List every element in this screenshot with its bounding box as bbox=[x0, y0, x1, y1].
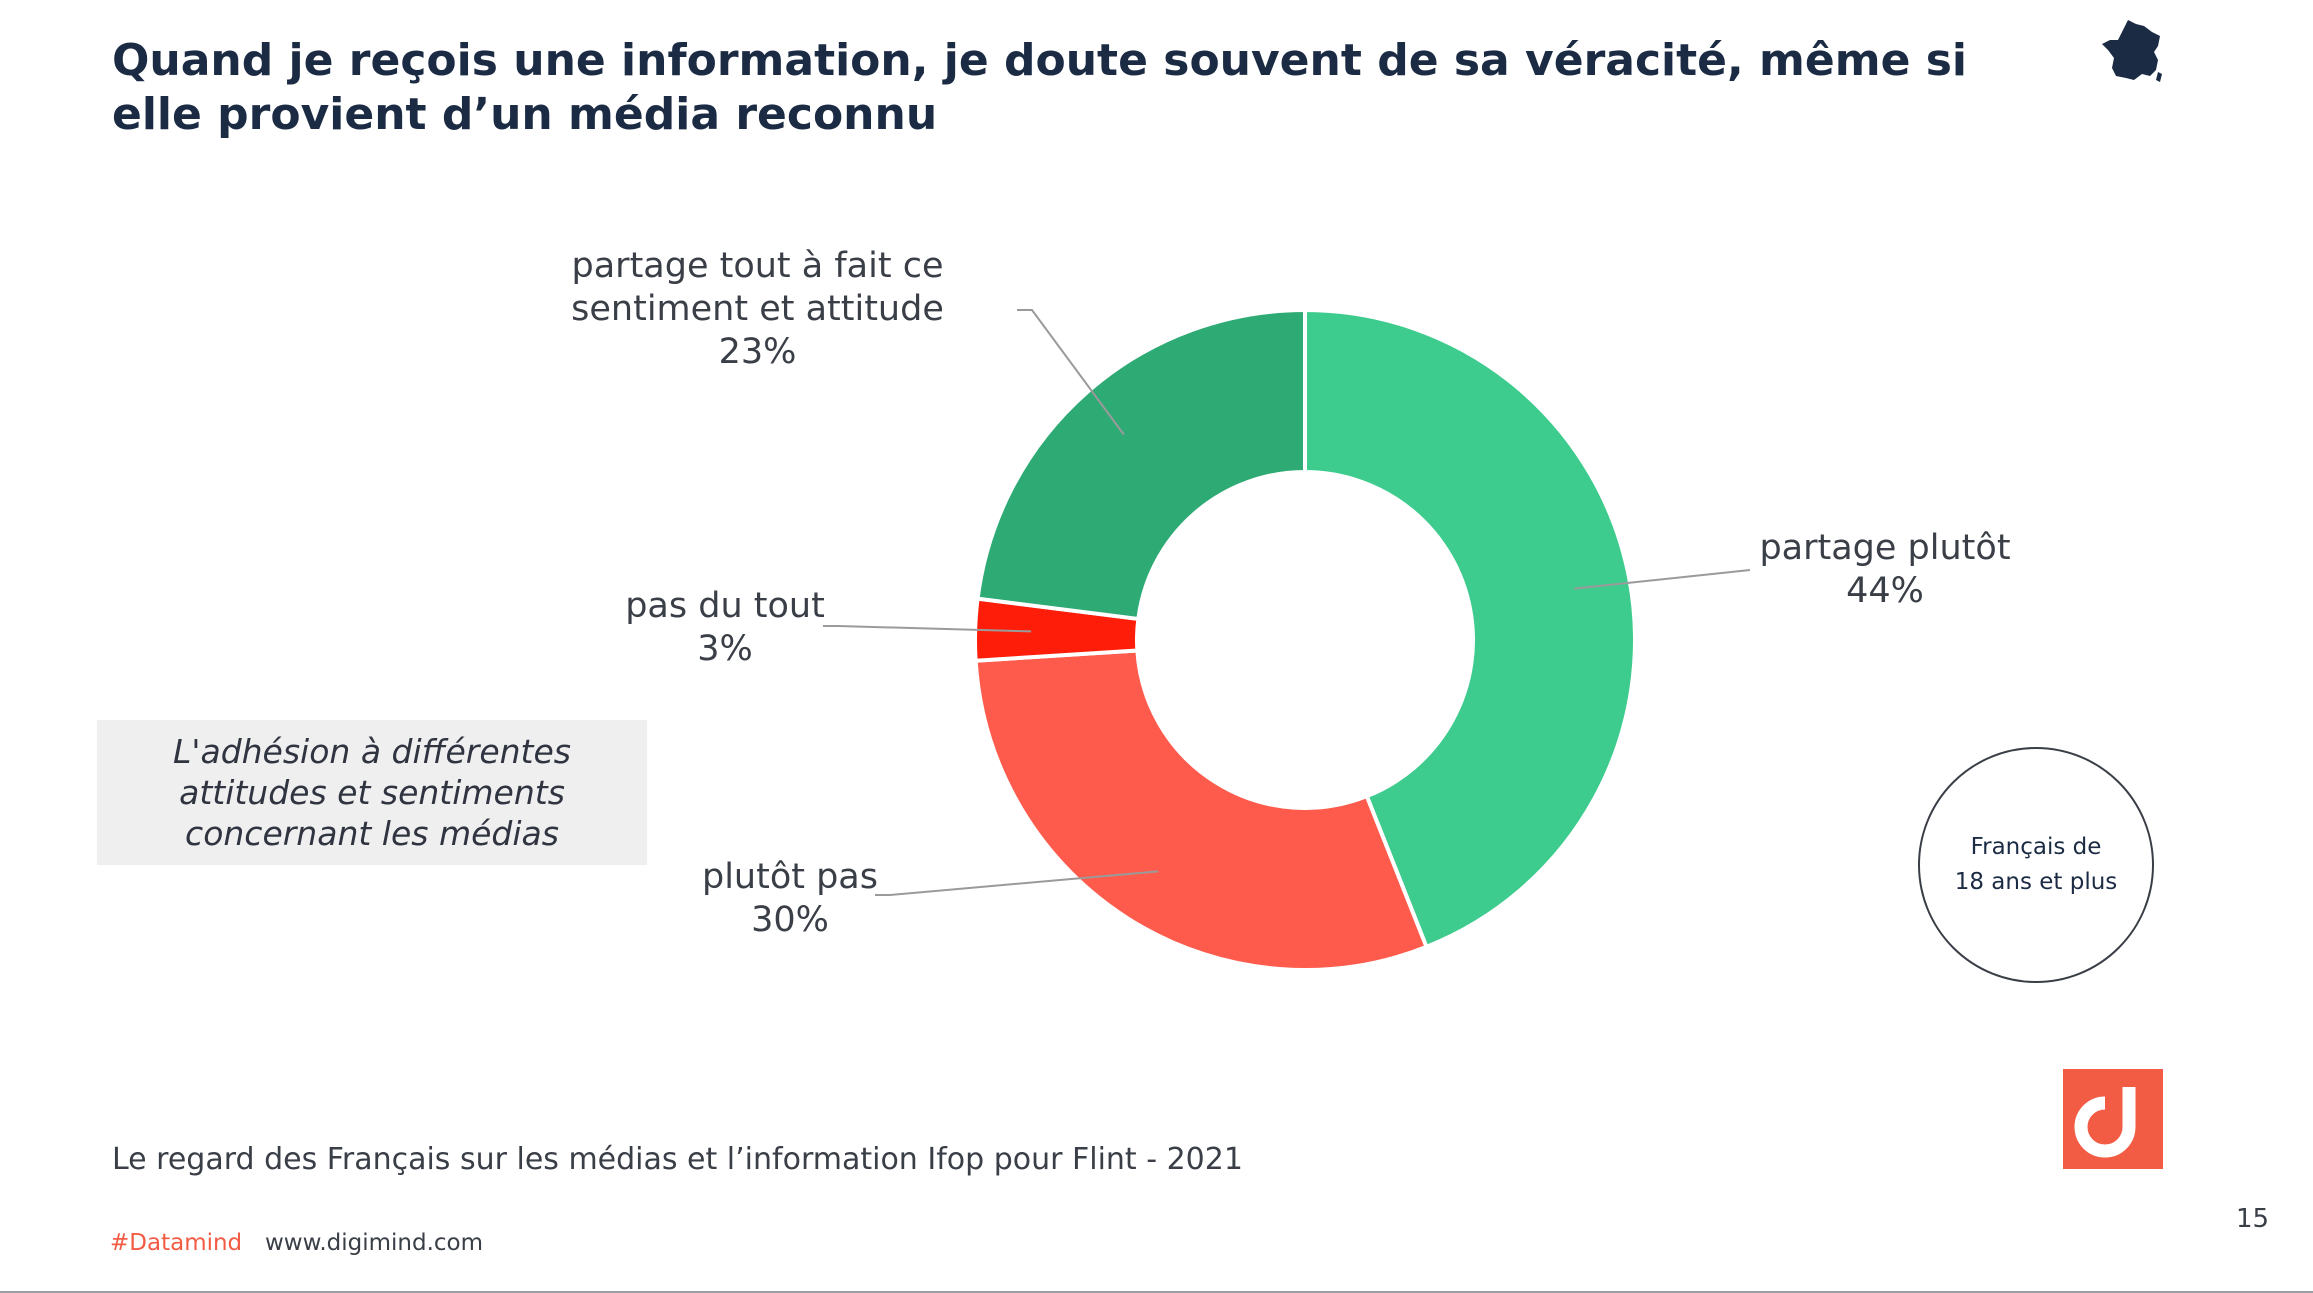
population-line-1: Français de bbox=[1970, 834, 2102, 860]
leader-line bbox=[823, 625, 1032, 633]
label-partage-tout-a-fait: partage tout à fait ce sentiment et atti… bbox=[540, 245, 975, 374]
slice-partage-plutot bbox=[1303, 307, 1637, 950]
page-number: 15 bbox=[2236, 1204, 2270, 1234]
website-link[interactable]: www.digimind.com bbox=[265, 1230, 484, 1256]
label-partage-plutot: partage plutôt 44% bbox=[1730, 527, 2040, 613]
label-pas-du-tout: pas du tout 3% bbox=[600, 585, 850, 671]
hashtag-link[interactable]: #Datamind bbox=[110, 1230, 243, 1256]
slice-partage-tout-a-fait bbox=[975, 307, 1307, 622]
slice-label-text: partage tout à fait ce sentiment et atti… bbox=[571, 246, 944, 329]
slice-value-text: 44% bbox=[1846, 571, 1924, 611]
population-line-2: 18 ans et plus bbox=[1954, 869, 2118, 895]
label-plutot-pas: plutôt pas 30% bbox=[660, 856, 920, 942]
slice-label-text: plutôt pas bbox=[701, 857, 878, 897]
slice-plutot-pas bbox=[973, 648, 1430, 972]
slice-label-text: pas du tout bbox=[625, 586, 825, 626]
callout-text: L'adhésion à différentes attitudes et se… bbox=[173, 732, 571, 853]
leader-line bbox=[1574, 569, 1751, 590]
slice-label-text: partage plutôt bbox=[1759, 528, 2011, 568]
callout-box: L'adhésion à différentes attitudes et se… bbox=[97, 720, 647, 865]
bottom-divider bbox=[0, 1291, 2313, 1293]
slice-value-text: 30% bbox=[751, 900, 829, 940]
leader-line bbox=[875, 870, 1159, 896]
population-badge: Français de 18 ans et plus bbox=[1918, 747, 2154, 983]
source-text: Le regard des Français sur les médias et… bbox=[112, 1142, 1243, 1177]
france-map-icon bbox=[2102, 20, 2162, 82]
chart-title: Quand je reçois une information, je dout… bbox=[112, 35, 1968, 140]
slice-value-text: 23% bbox=[718, 332, 797, 372]
leader-line bbox=[1017, 309, 1125, 436]
slice-value-text: 3% bbox=[697, 629, 753, 669]
digimind-logo-icon bbox=[2063, 1069, 2163, 1169]
